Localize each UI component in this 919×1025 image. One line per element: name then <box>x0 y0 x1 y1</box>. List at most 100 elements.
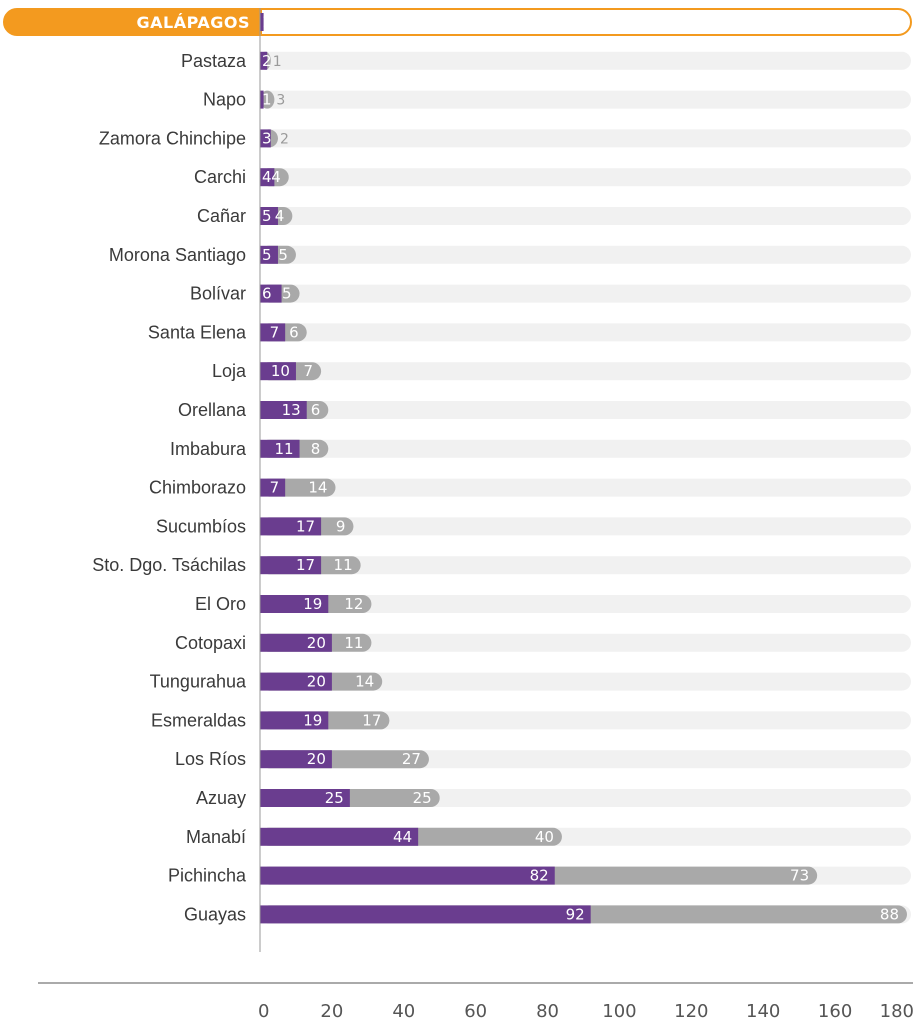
bar-value-label: 6 <box>311 401 321 419</box>
category-label: Cotopaxi <box>175 633 246 653</box>
bar-value-label: 7 <box>270 479 280 497</box>
bar-value-label: 7 <box>304 362 314 380</box>
bar-value-label: 14 <box>308 479 327 497</box>
bar-series-1 <box>260 245 278 264</box>
bar-series-1 <box>260 168 275 187</box>
category-label: Esmeraldas <box>151 710 246 730</box>
bar-value-label: 40 <box>535 828 554 846</box>
bar-value-label: 44 <box>393 828 412 846</box>
bar-series-1 <box>260 401 307 419</box>
category-label: Napo <box>203 90 246 110</box>
bar-value-label: 11 <box>334 556 353 574</box>
bar-value-label: 1 <box>262 13 272 31</box>
bar-track <box>260 711 911 730</box>
bar-track <box>260 439 911 458</box>
bar-series-1 <box>260 284 282 303</box>
category-label: Bolívar <box>190 284 246 304</box>
bar-value-label: 88 <box>880 905 899 923</box>
bar-track <box>260 51 911 70</box>
bar-value-label: 1 <box>273 54 282 70</box>
category-label: Santa Elena <box>148 322 247 342</box>
bar-value-label: 6 <box>262 285 272 303</box>
bar-value-label: 27 <box>402 750 421 768</box>
bar-series-1 <box>260 711 329 730</box>
bar-track <box>260 595 911 613</box>
bar-value-label: 11 <box>274 440 293 458</box>
bar-track <box>260 245 911 264</box>
bar-value-label: 25 <box>413 789 432 807</box>
bar-value-label: 5 <box>278 246 288 264</box>
bar-value-label: 7 <box>270 323 280 341</box>
bar-value-label: 4 <box>275 207 285 225</box>
category-label: Sucumbíos <box>156 516 246 536</box>
bar-value-label: 12 <box>344 595 363 613</box>
x-tick-label: 40 <box>392 1001 415 1022</box>
bar-value-label: 4 <box>271 168 281 186</box>
bar-series-1 <box>260 789 350 807</box>
bar-value-label: 9 <box>336 517 346 535</box>
category-label: GALÁPAGOS <box>137 13 251 32</box>
highlight-label-bg <box>4 9 262 35</box>
category-label: Orellana <box>178 400 247 420</box>
bar-value-label: 17 <box>296 556 315 574</box>
bar-value-label: 3 <box>276 93 285 109</box>
x-tick-label: 20 <box>320 1001 343 1022</box>
category-label: Pichincha <box>168 866 247 886</box>
category-label: Sto. Dgo. Tsáchilas <box>92 555 246 575</box>
bar-value-label: 73 <box>790 867 809 885</box>
bar-value-label: 4 <box>262 168 272 186</box>
bar-track <box>260 556 911 575</box>
bar-series-1 <box>260 439 300 458</box>
bar-value-label: 3 <box>262 129 272 147</box>
bar-value-label: 13 <box>282 401 301 419</box>
bar-value-label: 82 <box>530 867 549 885</box>
bar-series-1 <box>260 362 296 381</box>
bar-value-label: 10 <box>271 362 290 380</box>
bar-track <box>260 284 911 303</box>
bar-value-label: 1 <box>262 91 272 109</box>
x-tick-label: 60 <box>464 1001 487 1022</box>
bar-track <box>260 672 911 691</box>
category-label: Zamora Chinchipe <box>99 128 246 148</box>
bar-series-1 <box>260 750 332 769</box>
x-tick-label: 100 <box>602 1001 636 1022</box>
bar-series-1 <box>260 129 271 148</box>
bar-value-label: 92 <box>566 905 585 923</box>
category-label: Imbabura <box>170 439 247 459</box>
bar-value-label: 20 <box>307 634 326 652</box>
bar-value-label: 2 <box>280 131 289 147</box>
bar-value-label: 19 <box>303 711 322 729</box>
bar-track <box>260 517 911 536</box>
bar-series-1 <box>260 556 322 575</box>
category-label: Chimborazo <box>149 478 246 498</box>
bar-track <box>260 401 911 419</box>
bar-series-1 <box>260 323 286 342</box>
bar-value-label: 8 <box>311 440 321 458</box>
bar-series-1 <box>260 51 268 70</box>
bar-series-1 <box>260 90 264 109</box>
x-tick-label: 140 <box>746 1001 780 1022</box>
category-label: El Oro <box>195 594 246 614</box>
category-label: Los Ríos <box>175 749 246 769</box>
x-tick-label: 120 <box>674 1001 708 1022</box>
bar-value-label: 14 <box>355 673 374 691</box>
bar-series-1 <box>260 827 419 846</box>
bar-value-label: 19 <box>303 595 322 613</box>
bar-track <box>260 90 911 109</box>
bar-track <box>260 129 911 148</box>
category-label: Loja <box>212 361 247 381</box>
bar-value-label: 20 <box>307 673 326 691</box>
bar-series-1 <box>260 633 332 652</box>
bar-series-1 <box>260 595 329 613</box>
category-label: Carchi <box>194 167 246 187</box>
bar-track <box>260 323 911 342</box>
bar-value-label: 5 <box>262 246 272 264</box>
bar-value-label: 5 <box>262 207 272 225</box>
bar-series-1 <box>260 478 286 497</box>
category-label: Morona Santiago <box>109 245 246 265</box>
bar-track <box>260 362 911 381</box>
category-label: Pastaza <box>181 51 247 71</box>
bar-value-label: 6 <box>289 323 299 341</box>
bar-series-1 <box>260 207 278 225</box>
